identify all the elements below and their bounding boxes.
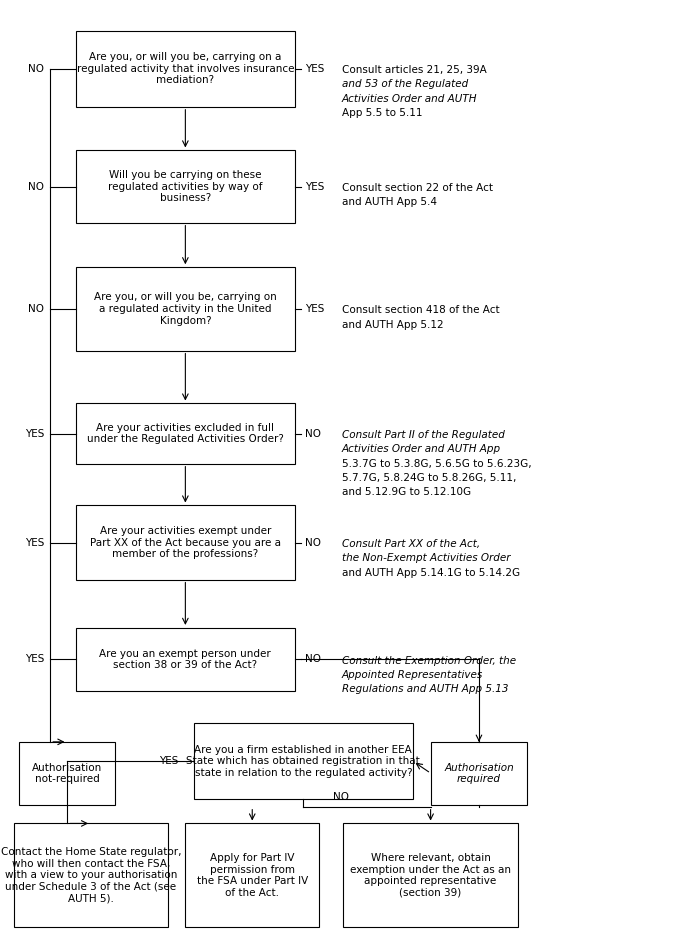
FancyBboxPatch shape [76,267,295,351]
Text: Are you a firm established in another EEA
State which has obtained registration : Are you a firm established in another EE… [186,745,420,778]
Text: Where relevant, obtain
exemption under the Act as an
appointed representative
(s: Where relevant, obtain exemption under t… [350,853,511,898]
Text: and AUTH App 5.4: and AUTH App 5.4 [342,197,437,207]
Text: Activities Order and AUTH App: Activities Order and AUTH App [342,445,501,454]
FancyBboxPatch shape [76,403,295,464]
Text: YES: YES [304,182,324,191]
Text: and 5.12.9G to 5.12.10G: and 5.12.9G to 5.12.10G [342,487,471,498]
Text: NO: NO [28,63,44,74]
FancyBboxPatch shape [76,150,295,222]
Text: YES: YES [159,756,178,766]
FancyBboxPatch shape [343,823,518,927]
Text: Are you an exempt person under
section 38 or 39 of the Act?: Are you an exempt person under section 3… [99,649,271,670]
Text: NO: NO [28,182,44,191]
Text: Consult section 22 of the Act: Consult section 22 of the Act [342,183,493,193]
FancyBboxPatch shape [431,742,527,805]
Text: and AUTH App 5.12: and AUTH App 5.12 [342,320,443,329]
FancyBboxPatch shape [76,31,295,107]
Text: Consult the Exemption Order, the: Consult the Exemption Order, the [342,656,516,666]
Text: and AUTH App 5.14.1G to 5.14.2G: and AUTH App 5.14.1G to 5.14.2G [342,568,520,578]
Text: Consult articles 21, 25, 39A: Consult articles 21, 25, 39A [342,65,486,75]
Text: 5.7.7G, 5.8.24G to 5.8.26G, 5.11,: 5.7.7G, 5.8.24G to 5.8.26G, 5.11, [342,473,516,483]
Text: Consult section 418 of the Act: Consult section 418 of the Act [342,306,499,315]
Text: the Non-Exempt Activities Order: the Non-Exempt Activities Order [342,553,510,563]
FancyBboxPatch shape [186,823,319,927]
Text: Are you, or will you be, carrying on a
regulated activity that involves insuranc: Are you, or will you be, carrying on a r… [76,52,294,85]
Text: 5.3.7G to 5.3.8G, 5.6.5G to 5.6.23G,: 5.3.7G to 5.3.8G, 5.6.5G to 5.6.23G, [342,459,531,468]
FancyBboxPatch shape [20,742,116,805]
Text: YES: YES [25,655,44,664]
Text: Activities Order and AUTH: Activities Order and AUTH [342,94,477,104]
Text: NO: NO [304,537,321,548]
Text: Contact the Home State regulator,
who will then contact the FSA,
with a view to : Contact the Home State regulator, who wi… [1,848,181,903]
Text: NO: NO [304,429,321,439]
Text: App 5.5 to 5.11: App 5.5 to 5.11 [342,108,422,118]
Text: Authorisation
required: Authorisation required [444,762,514,784]
Text: NO: NO [333,793,349,802]
Text: and 53 of the Regulated: and 53 of the Regulated [342,79,468,90]
Text: Apply for Part IV
permission from
the FSA under Part IV
of the Act.: Apply for Part IV permission from the FS… [197,853,308,898]
Text: Consult Part XX of the Act,: Consult Part XX of the Act, [342,539,480,549]
Text: Will you be carrying on these
regulated activities by way of
business?: Will you be carrying on these regulated … [108,170,262,203]
FancyBboxPatch shape [76,628,295,691]
Text: YES: YES [304,304,324,314]
Text: Consult Part II of the Regulated: Consult Part II of the Regulated [342,429,505,440]
Text: Regulations and AUTH App 5.13: Regulations and AUTH App 5.13 [342,684,508,694]
Text: Are your activities exempt under
Part XX of the Act because you are a
member of : Are your activities exempt under Part XX… [90,526,281,559]
FancyBboxPatch shape [14,823,168,927]
Text: Are your activities excluded in full
under the Regulated Activities Order?: Are your activities excluded in full und… [87,423,284,445]
FancyBboxPatch shape [76,505,295,580]
Text: YES: YES [304,63,324,74]
Text: Appointed Representatives: Appointed Representatives [342,670,483,680]
Text: Are you, or will you be, carrying on
a regulated activity in the United
Kingdom?: Are you, or will you be, carrying on a r… [94,292,276,325]
Text: Authorisation
not-required: Authorisation not-required [32,762,102,784]
Text: YES: YES [25,537,44,548]
Text: YES: YES [25,429,44,439]
Text: NO: NO [28,304,44,314]
Text: NO: NO [304,655,321,664]
FancyBboxPatch shape [194,724,413,799]
